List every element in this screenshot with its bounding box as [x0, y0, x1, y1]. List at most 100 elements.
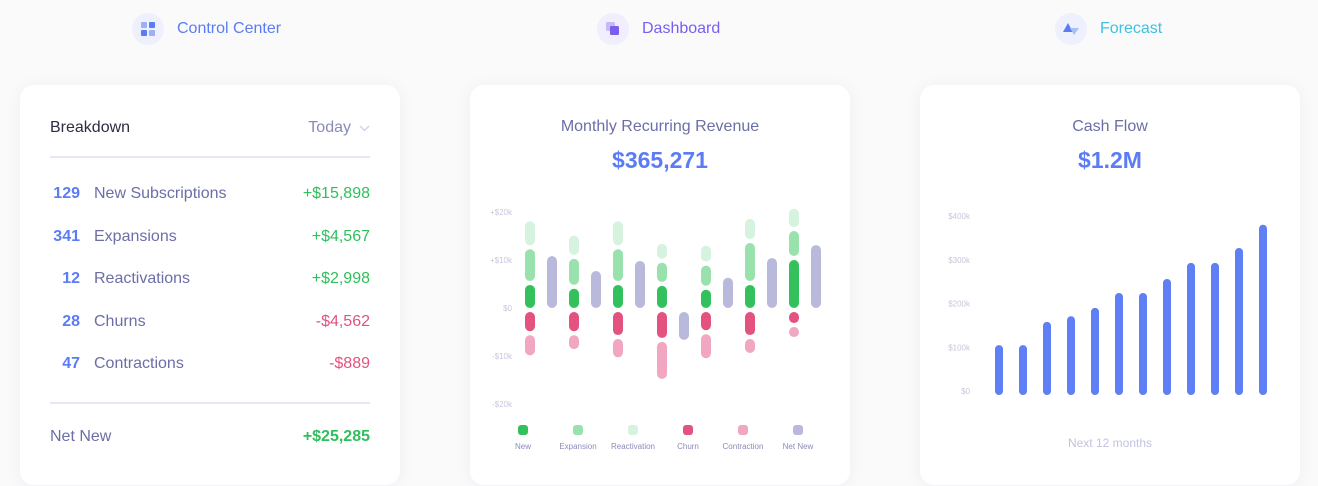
breakdown-row-expansions[interactable]: 341 Expansions +$4,567 [50, 226, 370, 248]
legend-item-reactivation[interactable]: Reactivation [598, 425, 668, 451]
churn-bar[interactable] [569, 312, 579, 332]
churn-bar[interactable] [745, 312, 755, 336]
expansion-bar[interactable] [613, 249, 623, 281]
cashflow-bar[interactable] [1067, 316, 1075, 395]
cashflow-bar[interactable] [1115, 293, 1123, 395]
cashflow-bar[interactable] [1211, 262, 1219, 395]
reactivation-bar[interactable] [745, 218, 755, 240]
cashflow-value: $1.2M [1078, 147, 1142, 173]
reactivation-bar[interactable] [657, 243, 667, 259]
row-label: Contractions [94, 355, 184, 372]
y-tick: +$20k [490, 208, 513, 217]
range-value: Today [308, 119, 351, 136]
net-new-bar[interactable] [811, 245, 821, 308]
nav-control-center[interactable]: Control Center [132, 13, 281, 45]
cashflow-bar[interactable] [1019, 345, 1027, 395]
legend-item-expansion[interactable]: Expansion [543, 425, 613, 451]
cashflow-bar[interactable] [995, 345, 1003, 395]
new-bar[interactable] [569, 288, 579, 308]
expansion-bar[interactable] [525, 249, 535, 281]
cashflow-bar[interactable] [1235, 247, 1243, 395]
nav-dashboard[interactable]: Dashboard [597, 13, 720, 45]
churn-bar[interactable] [657, 312, 667, 338]
y-tick: $0 [961, 387, 970, 396]
new-bar[interactable] [613, 284, 623, 308]
y-tick: $400k [948, 212, 971, 221]
churn-bar[interactable] [525, 312, 535, 332]
expansion-bar[interactable] [745, 243, 755, 281]
churn-bar[interactable] [789, 312, 799, 324]
legend-label: Expansion [559, 442, 597, 451]
breakdown-row-contractions[interactable]: 47 Contractions -$889 [50, 353, 370, 375]
new-bar[interactable] [657, 285, 667, 308]
contraction-bar[interactable] [701, 334, 711, 359]
new-bar[interactable] [745, 284, 755, 308]
contraction-bar[interactable] [657, 341, 667, 379]
net-new-bar[interactable] [767, 258, 777, 308]
nav-forecast[interactable]: Forecast [1055, 13, 1162, 45]
range-dropdown[interactable]: Today [308, 119, 370, 137]
y-tick: -$10k [492, 352, 513, 361]
breakdown-card: Breakdown Today 129 New Subscriptions +$… [20, 85, 400, 485]
net-new-bar[interactable] [723, 277, 733, 308]
row-amount: -$4,562 [315, 313, 370, 330]
legend-item-churn[interactable]: Churn [653, 425, 723, 451]
reactivation-bar[interactable] [613, 221, 623, 246]
mrr-chart: +$20k +$10k $0 -$10k -$20k [490, 208, 821, 409]
cashflow-bar[interactable] [1187, 262, 1195, 395]
expansion-bar[interactable] [701, 265, 711, 286]
reactivation-bar[interactable] [789, 208, 799, 228]
legend-label: Reactivation [610, 442, 656, 451]
contraction-bar[interactable] [613, 339, 623, 358]
row-count: 341 [53, 228, 80, 245]
contraction-bar[interactable] [745, 339, 755, 353]
y-tick: +$10k [490, 256, 513, 265]
new-bar[interactable] [789, 260, 799, 308]
cashflow-title: Cash Flow [1072, 118, 1148, 135]
reactivation-bar[interactable] [701, 245, 711, 262]
legend-item-contraction[interactable]: Contraction [708, 425, 778, 451]
legend-item-new[interactable]: New [488, 425, 558, 451]
cashflow-bar[interactable] [1259, 224, 1267, 395]
churn-bar[interactable] [701, 312, 711, 331]
legend-swatch [573, 425, 583, 435]
row-count: 28 [62, 313, 80, 330]
net-new-bar[interactable] [547, 256, 557, 308]
header-divider [50, 156, 370, 158]
grid-icon [132, 13, 164, 45]
legend-swatch [738, 425, 748, 435]
row-label: Churns [94, 313, 146, 330]
expansion-bar[interactable] [569, 258, 579, 285]
chevron-down-icon [359, 124, 370, 132]
layers-icon [597, 13, 629, 45]
contraction-bar[interactable] [569, 335, 579, 350]
cashflow-bar[interactable] [1139, 293, 1147, 395]
contraction-bar[interactable] [525, 335, 535, 356]
new-bar[interactable] [701, 289, 711, 308]
row-label: Expansions [94, 228, 177, 245]
legend-label: Net New [782, 442, 814, 451]
row-count: 47 [62, 355, 80, 372]
breakdown-row-new[interactable]: 129 New Subscriptions +$15,898 [50, 183, 370, 205]
expansion-bar[interactable] [789, 231, 799, 256]
breakdown-title: Breakdown [50, 119, 131, 136]
net-new-bar[interactable] [679, 312, 689, 340]
contraction-bar[interactable] [789, 327, 799, 338]
reactivation-bar[interactable] [525, 221, 535, 246]
cashflow-bar[interactable] [1043, 321, 1051, 395]
new-bar[interactable] [525, 284, 535, 308]
cashflow-bar[interactable] [1091, 307, 1099, 395]
y-tick: $300k [948, 256, 971, 265]
legend-swatch [628, 425, 638, 435]
legend-item-net-new[interactable]: Net New [763, 425, 833, 451]
breakdown-row-churns[interactable]: 28 Churns -$4,562 [50, 311, 370, 333]
net-new-bar[interactable] [635, 260, 645, 308]
y-tick: $0 [503, 304, 512, 313]
legend-label: Contraction [722, 442, 764, 451]
cashflow-bar[interactable] [1163, 279, 1171, 395]
expansion-bar[interactable] [657, 262, 667, 282]
churn-bar[interactable] [613, 312, 623, 336]
breakdown-row-reactivations[interactable]: 12 Reactivations +$2,998 [50, 268, 370, 290]
net-new-bar[interactable] [591, 271, 601, 308]
reactivation-bar[interactable] [569, 235, 579, 255]
